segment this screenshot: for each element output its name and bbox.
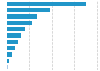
Bar xyxy=(7,46,15,50)
Bar xyxy=(7,21,32,25)
Bar xyxy=(7,14,37,19)
Bar xyxy=(7,27,25,31)
Bar xyxy=(7,8,50,12)
Bar xyxy=(7,65,8,69)
Bar xyxy=(7,2,85,6)
Bar xyxy=(7,59,9,63)
Bar xyxy=(7,40,18,44)
Bar xyxy=(7,33,21,38)
Bar xyxy=(7,52,12,57)
